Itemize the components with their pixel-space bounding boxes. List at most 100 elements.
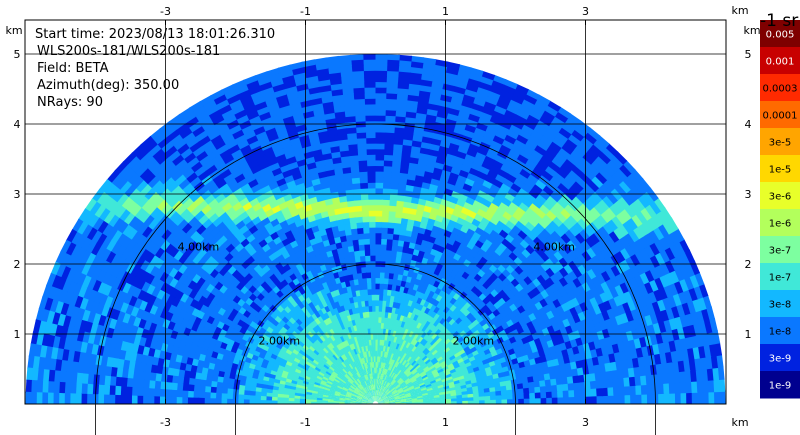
range-gate-cell — [372, 383, 374, 391]
range-gate-cell — [584, 298, 594, 310]
range-gate-cell — [635, 384, 642, 395]
range-gate-cell — [573, 388, 581, 398]
range-gate-cell — [421, 388, 428, 393]
range-gate-cell — [545, 390, 553, 398]
range-gate-cell — [374, 204, 383, 211]
range-gate-cell — [393, 132, 404, 140]
range-gate-cell — [576, 366, 585, 376]
range-gate-cell — [413, 372, 421, 378]
range-gate-cell — [388, 352, 393, 359]
range-gate-cell — [510, 196, 523, 207]
range-gate-cell — [408, 241, 416, 250]
range-gate-cell — [523, 387, 530, 394]
range-gate-cell — [472, 96, 486, 107]
range-gate-cell — [534, 391, 542, 399]
range-gate-cell — [401, 365, 407, 372]
range-gate-cell — [378, 384, 381, 391]
range-gate-cell — [614, 313, 624, 326]
range-gate-cell — [349, 54, 364, 61]
range-gate-cell — [456, 174, 467, 184]
range-gate-cell — [405, 380, 412, 385]
range-gate-cell — [684, 249, 696, 264]
range-gate-cell — [594, 239, 606, 253]
range-gate-cell — [607, 296, 618, 309]
range-gate-cell — [388, 376, 393, 383]
range-gate-cell — [600, 210, 613, 223]
range-gate-cell — [436, 365, 443, 372]
range-gate-cell — [376, 395, 381, 402]
range-gate-cell — [488, 114, 503, 126]
range-gate-cell — [672, 292, 683, 307]
range-gate-cell — [577, 373, 585, 383]
range-gate-cell — [381, 393, 387, 399]
range-gate-cell — [388, 272, 394, 280]
range-gate-cell — [702, 391, 710, 404]
range-gate-cell — [406, 167, 417, 176]
range-gate-cell — [393, 382, 399, 388]
range-gate-cell — [358, 283, 364, 291]
range-gate-cell — [374, 394, 376, 402]
range-gate-cell — [417, 397, 424, 400]
range-gate-cell — [365, 148, 376, 155]
range-gate-cell — [401, 246, 409, 254]
range-gate-cell — [395, 348, 400, 356]
range-gate-cell — [471, 131, 484, 142]
range-gate-cell — [399, 393, 406, 397]
range-gate-cell — [646, 216, 659, 231]
range-gate-cell — [600, 258, 612, 271]
range-gate-cell — [409, 66, 423, 74]
range-gate-cell — [484, 125, 498, 136]
range-gate-cell — [442, 382, 450, 388]
range-gate-cell — [496, 187, 508, 198]
range-gate-cell — [410, 376, 417, 382]
range-gate-cell — [391, 388, 397, 393]
range-gate-cell — [401, 383, 407, 388]
range-gate-cell — [563, 117, 579, 130]
range-gate-cell — [432, 385, 439, 390]
range-gate-cell — [527, 153, 541, 165]
range-gate-cell — [691, 380, 698, 393]
range-gate-cell — [330, 94, 344, 102]
range-gate-cell — [482, 154, 495, 165]
range-gate-cell — [602, 162, 616, 177]
range-gate-cell — [531, 368, 539, 377]
range-gate-cell — [695, 309, 705, 324]
range-gate-cell — [413, 117, 426, 126]
range-gate-cell — [478, 388, 485, 394]
range-gate-cell — [373, 350, 376, 357]
range-gate-cell — [381, 393, 387, 399]
range-gate-cell — [467, 142, 480, 153]
range-gate-cell — [384, 305, 390, 313]
range-gate-cell — [393, 222, 401, 230]
range-gate-cell — [443, 385, 451, 390]
range-gate-cell — [609, 275, 621, 288]
range-gate-cell — [413, 384, 421, 389]
range-gate-cell — [397, 183, 407, 191]
range-gate-cell — [600, 370, 608, 381]
range-gate-cell — [497, 93, 512, 105]
range-gate-cell — [381, 311, 386, 318]
range-gate-cell — [478, 392, 486, 397]
range-gate-cell — [338, 59, 352, 68]
range-gate-cell — [388, 395, 395, 399]
range-gate-cell — [397, 234, 406, 242]
range-gate-cell — [356, 272, 363, 280]
range-gate-cell — [415, 390, 423, 394]
range-gate-cell — [364, 300, 369, 307]
range-gate-cell — [396, 245, 404, 253]
range-gate-cell — [386, 392, 393, 397]
range-gate-cell — [383, 400, 390, 403]
range-gate-cell — [473, 126, 486, 137]
range-gate-cell — [351, 182, 361, 190]
range-gate-cell — [630, 213, 643, 228]
range-gate-cell — [383, 374, 387, 381]
range-gate-cell — [416, 232, 425, 240]
range-gate-cell — [435, 379, 443, 385]
range-gate-cell — [590, 395, 598, 404]
range-gate-cell — [384, 374, 388, 381]
range-gate-cell — [516, 377, 524, 385]
range-gate-cell — [545, 384, 553, 393]
range-gate-cell — [410, 367, 417, 374]
range-gate-cell — [341, 87, 354, 95]
range-gate-cell — [490, 399, 497, 404]
